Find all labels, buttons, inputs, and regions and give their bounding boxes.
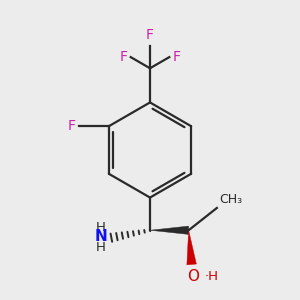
Text: O: O xyxy=(187,269,199,284)
Text: F: F xyxy=(172,50,180,64)
Text: F: F xyxy=(146,28,154,42)
Text: N: N xyxy=(94,229,107,244)
Text: H: H xyxy=(96,221,106,234)
Text: CH₃: CH₃ xyxy=(219,194,242,206)
Text: F: F xyxy=(68,119,76,133)
Polygon shape xyxy=(150,226,189,234)
Text: H: H xyxy=(96,241,106,254)
Text: F: F xyxy=(120,50,128,64)
Polygon shape xyxy=(187,230,196,265)
Text: ·H: ·H xyxy=(205,270,219,283)
